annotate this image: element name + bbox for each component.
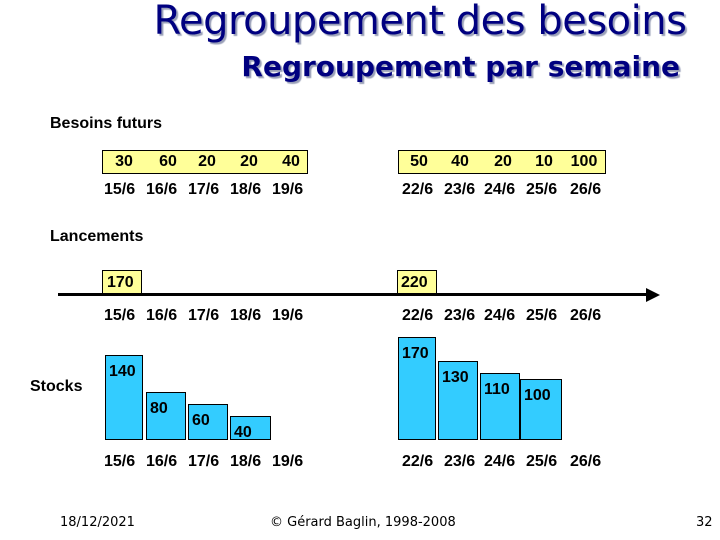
- timeline-line: [58, 293, 650, 296]
- date-label: 18/6: [230, 181, 262, 198]
- besoin-cell: 20: [494, 153, 512, 170]
- date-label: 23/6: [444, 453, 476, 470]
- date-label: 25/6: [526, 453, 558, 470]
- date-label: 19/6: [272, 181, 304, 198]
- stock-value-label: 100: [524, 387, 551, 404]
- besoin-cell: 60: [159, 153, 177, 170]
- section-lancements-label: Lancements: [50, 228, 144, 245]
- date-label: 15/6: [104, 453, 136, 470]
- date-label: 25/6: [526, 307, 558, 324]
- date-label: 25/6: [526, 181, 558, 198]
- footer-copyright: © Gérard Baglin, 1998-2008: [270, 515, 456, 530]
- stock-value-label: 110: [484, 381, 510, 398]
- timeline-arrow-icon: [646, 288, 660, 302]
- stock-value-label: 170: [402, 345, 429, 362]
- slide-subtitle: Regroupement par semaine: [241, 50, 680, 83]
- stock-bar: [520, 379, 562, 440]
- date-label: 17/6: [188, 307, 220, 324]
- date-label: 15/6: [104, 181, 136, 198]
- stock-bar: [438, 361, 478, 440]
- stock-bar: [230, 416, 271, 440]
- date-label: 26/6: [570, 181, 602, 198]
- date-label: 16/6: [146, 307, 178, 324]
- besoin-cell: 10: [535, 153, 553, 170]
- date-label: 19/6: [272, 453, 304, 470]
- besoin-cell: 20: [198, 153, 216, 170]
- stock-value-label: 80: [150, 400, 168, 417]
- footer-page-number: 32: [696, 515, 713, 530]
- date-label: 22/6: [402, 181, 434, 198]
- stock-value-label: 140: [109, 363, 136, 380]
- date-label: 22/6: [402, 453, 434, 470]
- date-label: 24/6: [484, 453, 516, 470]
- section-stocks-label: Stocks: [30, 378, 83, 395]
- date-label: 16/6: [146, 453, 178, 470]
- date-label: 26/6: [570, 453, 602, 470]
- date-label: 26/6: [570, 307, 602, 324]
- stock-bar: [188, 404, 228, 440]
- stock-value-label: 130: [442, 369, 469, 386]
- besoin-cell: 100: [570, 153, 598, 170]
- besoin-cell: 50: [410, 153, 428, 170]
- date-label: 18/6: [230, 453, 262, 470]
- date-label: 17/6: [188, 181, 220, 198]
- stock-value-label: 40: [234, 424, 252, 441]
- besoin-cell: 20: [240, 153, 258, 170]
- lancement-box-week1: 170: [102, 270, 142, 294]
- date-label: 24/6: [484, 307, 516, 324]
- section-besoins-label: Besoins futurs: [50, 115, 163, 132]
- stock-bar: [480, 373, 520, 440]
- date-label: 24/6: [484, 181, 516, 198]
- stock-bar: [146, 392, 186, 440]
- date-label: 23/6: [444, 307, 476, 324]
- date-label: 16/6: [146, 181, 178, 198]
- footer-date: 18/12/2021: [60, 515, 135, 530]
- slide-title: Regroupement des besoins: [153, 0, 687, 44]
- besoin-cell: 40: [451, 153, 469, 170]
- stock-value-label: 60: [192, 412, 210, 429]
- lancement-box-week2: 220: [397, 270, 437, 294]
- besoin-cell: 40: [282, 153, 300, 170]
- date-label: 17/6: [188, 453, 220, 470]
- date-label: 18/6: [230, 307, 262, 324]
- date-label: 23/6: [444, 181, 476, 198]
- date-label: 15/6: [104, 307, 136, 324]
- stock-bar: [398, 337, 436, 440]
- besoin-cell: 30: [115, 153, 133, 170]
- date-label: 19/6: [272, 307, 304, 324]
- date-label: 22/6: [402, 307, 434, 324]
- stock-bar: [105, 355, 143, 440]
